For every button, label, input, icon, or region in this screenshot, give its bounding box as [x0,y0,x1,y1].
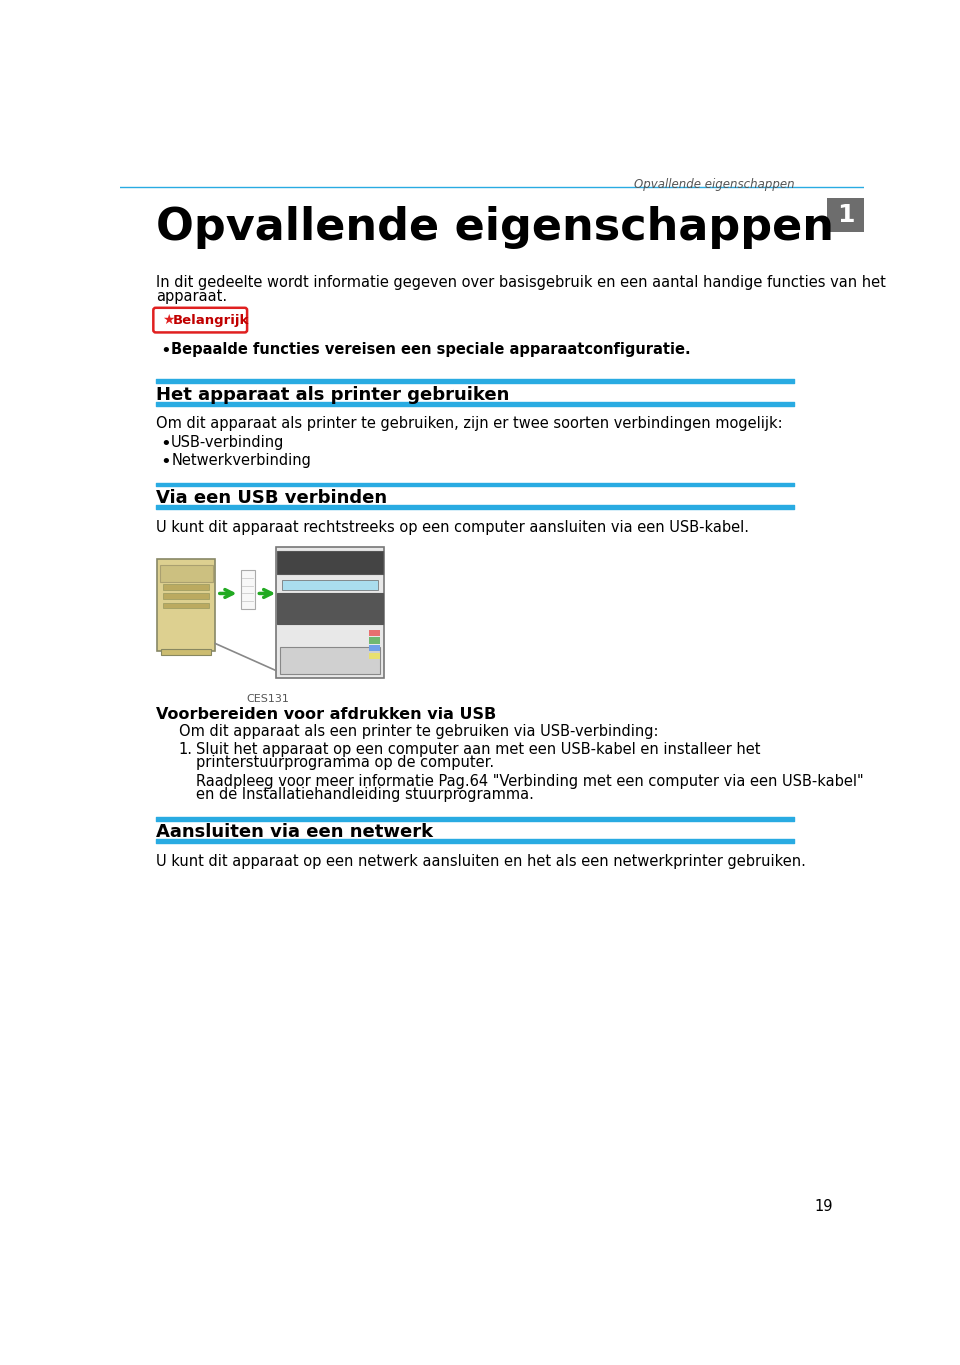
Text: Opvallende eigenschappen: Opvallende eigenschappen [156,206,833,250]
FancyBboxPatch shape [369,652,380,659]
Text: CES131: CES131 [247,693,290,703]
FancyBboxPatch shape [154,307,247,333]
FancyBboxPatch shape [277,551,383,575]
Text: Bepaalde functies vereisen een speciale apparaatconfiguratie.: Bepaalde functies vereisen een speciale … [171,343,691,358]
FancyBboxPatch shape [161,648,211,655]
Text: ★: ★ [162,313,175,328]
Text: 1.: 1. [179,743,193,758]
FancyBboxPatch shape [157,558,215,651]
FancyBboxPatch shape [827,198,864,232]
FancyBboxPatch shape [163,603,209,607]
FancyBboxPatch shape [163,594,209,599]
Text: Opvallende eigenschappen: Opvallende eigenschappen [634,177,794,191]
Text: •: • [160,435,171,453]
Text: •: • [160,453,171,471]
Text: printerstuurprogramma op de computer.: printerstuurprogramma op de computer. [196,755,494,770]
Text: Sluit het apparaat op een computer aan met een USB-kabel en installeer het: Sluit het apparaat op een computer aan m… [196,743,760,758]
FancyBboxPatch shape [369,637,380,643]
FancyBboxPatch shape [279,647,380,674]
Text: 1: 1 [837,203,854,228]
Text: USB-verbinding: USB-verbinding [171,435,284,450]
FancyBboxPatch shape [369,629,380,636]
Text: Via een USB verbinden: Via een USB verbinden [156,489,387,506]
Text: Het apparaat als printer gebruiken: Het apparaat als printer gebruiken [156,385,509,404]
Text: U kunt dit apparaat rechtstreeks op een computer aansluiten via een USB-kabel.: U kunt dit apparaat rechtstreeks op een … [156,520,749,535]
Text: U kunt dit apparaat op een netwerk aansluiten en het als een netwerkprinter gebr: U kunt dit apparaat op een netwerk aansl… [156,853,805,868]
Text: Aansluiten via een netwerk: Aansluiten via een netwerk [156,823,433,841]
FancyBboxPatch shape [241,571,254,609]
Text: Belangrijk: Belangrijk [173,314,249,326]
Text: Raadpleeg voor meer informatie Pag.64 "Verbinding met een computer via een USB-k: Raadpleeg voor meer informatie Pag.64 "V… [196,774,864,789]
FancyBboxPatch shape [369,646,380,651]
FancyBboxPatch shape [282,580,378,590]
Text: 19: 19 [814,1200,833,1215]
FancyBboxPatch shape [163,584,209,590]
Text: •: • [160,343,171,360]
Text: Netwerkverbinding: Netwerkverbinding [171,453,311,468]
FancyBboxPatch shape [276,547,384,678]
Text: In dit gedeelte wordt informatie gegeven over basisgebruik en een aantal handige: In dit gedeelte wordt informatie gegeven… [156,276,885,291]
Text: Om dit apparaat als printer te gebruiken, zijn er twee soorten verbindingen moge: Om dit apparaat als printer te gebruiken… [156,416,782,431]
Text: Om dit apparaat als een printer te gebruiken via USB-verbinding:: Om dit apparaat als een printer te gebru… [179,725,659,740]
FancyBboxPatch shape [159,565,213,581]
FancyBboxPatch shape [277,594,383,624]
Text: en de Installatiehandleiding stuurprogramma.: en de Installatiehandleiding stuurprogra… [196,788,534,803]
Text: apparaat.: apparaat. [156,289,227,304]
Text: Voorbereiden voor afdrukken via USB: Voorbereiden voor afdrukken via USB [156,707,496,722]
